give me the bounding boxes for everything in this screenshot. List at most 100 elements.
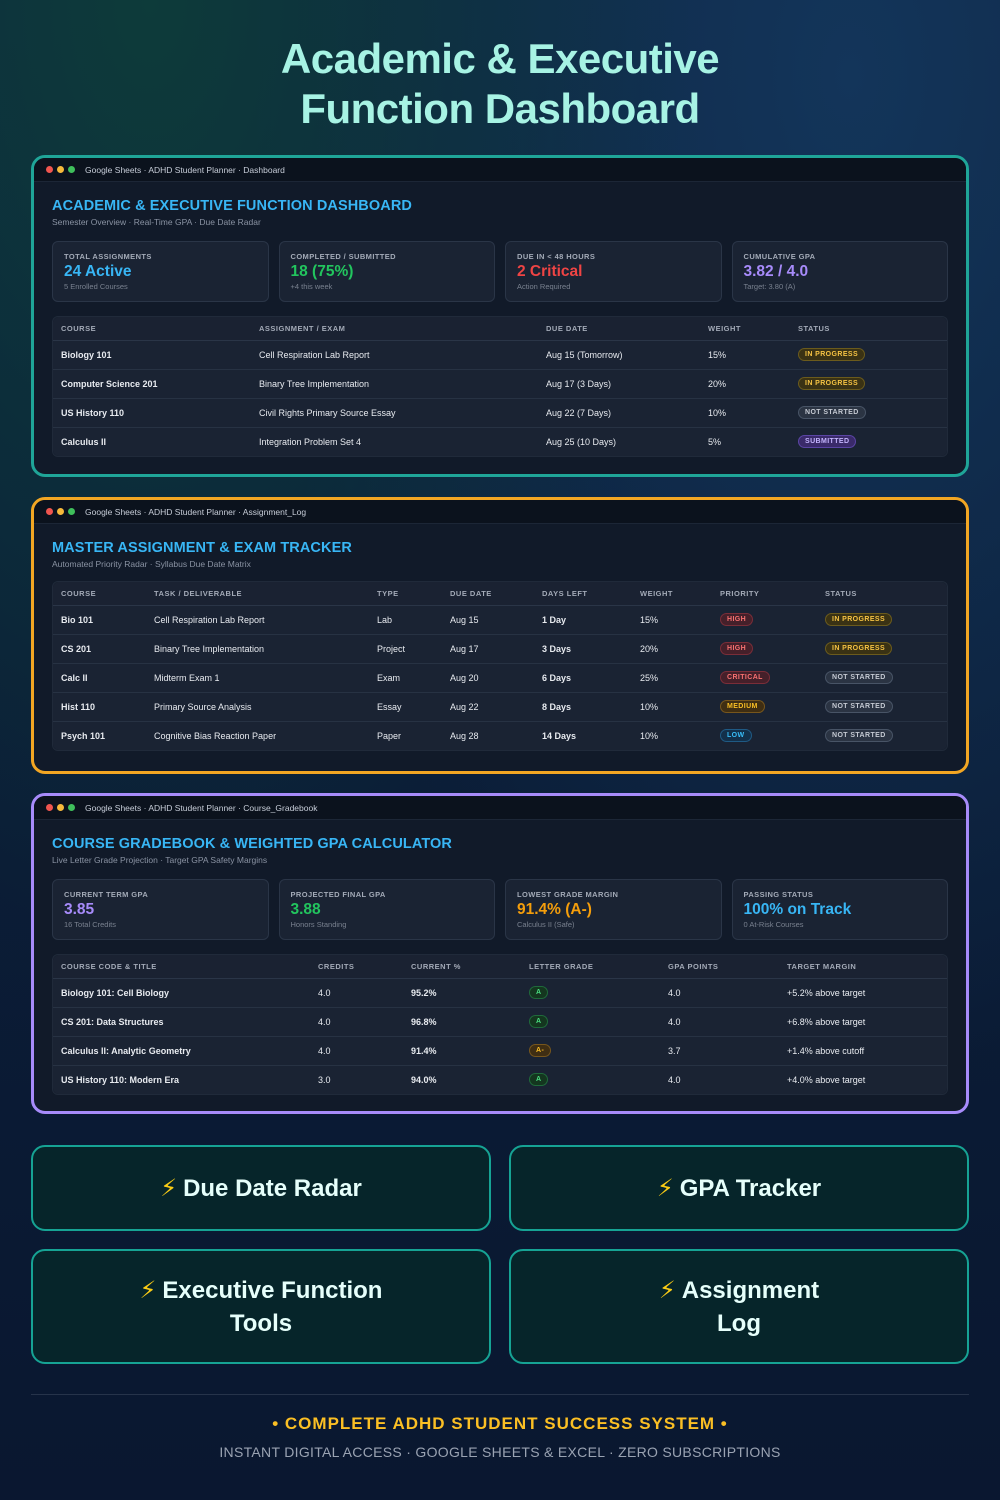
column-header[interactable]: GPA POINTS (660, 955, 779, 979)
kpi-card-passing-status[interactable]: PASSING STATUS 100% on Track 0 At-Risk C… (731, 879, 948, 940)
window-title: Google Sheets · ADHD Student Planner · C… (85, 802, 318, 813)
letter-grade-badge: A (529, 1073, 549, 1087)
maximize-dot-icon[interactable] (68, 804, 75, 811)
priority-badge: LOW (720, 729, 752, 743)
status-badge: IN PROGRESS (798, 377, 866, 390)
column-header[interactable]: DAYS LEFT (534, 582, 632, 606)
table-header-row: COURSE TASK / DELIVERABLE TYPE DUE DATE … (53, 582, 947, 606)
column-header[interactable]: CURRENT % (403, 955, 521, 979)
kpi-card-lowest-margin[interactable]: LOWEST GRADE MARGIN 91.4% (A-) Calculus … (505, 879, 722, 940)
column-header[interactable]: TARGET MARGIN (779, 955, 947, 979)
column-header[interactable]: PRIORITY (712, 582, 817, 606)
table-row[interactable]: US History 110 Civil Rights Primary Sour… (53, 398, 947, 428)
type-cell: Exam (369, 663, 442, 693)
course-cell: CS 201: Data Structures (53, 1007, 310, 1037)
page-title-line-1: Academic & Executive (280, 35, 720, 82)
status-cell: NOT STARTED (817, 692, 947, 722)
kpi-card-completed[interactable]: COMPLETED / SUBMITTED 18 (75%) +4 this w… (278, 241, 495, 302)
column-header[interactable]: COURSE CODE & TITLE (53, 955, 310, 979)
cta-label: Assignment (681, 1276, 820, 1304)
column-header[interactable]: ASSIGNMENT / EXAM (251, 317, 538, 341)
task-cell: Binary Tree Implementation (146, 634, 369, 664)
column-header[interactable]: DUE DATE (538, 317, 700, 341)
kpi-card-cumulative-gpa[interactable]: CUMULATIVE GPA 3.82 / 4.0 Target: 3.80 (… (731, 241, 948, 302)
table-row[interactable]: US History 110: Modern Era 3.0 94.0% A 4… (53, 1065, 947, 1094)
task-cell: Cell Respiration Lab Report (146, 605, 369, 635)
letter-grade-badge: A (529, 1015, 549, 1028)
assignment-cell: Cell Respiration Lab Report (251, 340, 538, 370)
column-header[interactable]: TYPE (369, 582, 442, 606)
gpa-tracker-button[interactable]: ⚡ GPA Tracker (509, 1145, 969, 1231)
lightning-icon: ⚡ (656, 1174, 674, 1202)
course-cell: US History 110: Modern Era (61, 1074, 180, 1085)
column-header[interactable]: DUE DATE (442, 582, 534, 606)
course-cell: Hist 110 (53, 692, 146, 722)
column-header[interactable]: STATUS (790, 317, 947, 341)
kpi-row: TOTAL ASSIGNMENTS 24 Active 5 Enrolled C… (52, 241, 948, 302)
course-cell: Calc II (53, 663, 146, 693)
table-row[interactable]: Calc II Midterm Exam 1 Exam Aug 20 6 Day… (53, 663, 947, 693)
kpi-value: 18 (75%) (290, 263, 354, 280)
gpa-points-cell: 4.0 (668, 1074, 681, 1085)
window-titlebar: Google Sheets · ADHD Student Planner · D… (34, 158, 966, 182)
column-header[interactable]: TASK / DELIVERABLE (146, 582, 369, 606)
due-date-cell: Aug 15 (Tomorrow) (538, 340, 700, 370)
maximize-dot-icon[interactable] (68, 508, 75, 515)
close-dot-icon[interactable] (46, 166, 53, 173)
status-badge: NOT STARTED (825, 671, 893, 684)
kpi-note: 5 Enrolled Courses (64, 282, 128, 291)
current-percent-cell: 91.4% (403, 1036, 521, 1066)
status-badge: IN PROGRESS (798, 348, 866, 361)
column-header[interactable]: COURSE (53, 317, 251, 341)
kpi-label: LOWEST GRADE MARGIN (517, 890, 619, 899)
window-title: Google Sheets · ADHD Student Planner · D… (85, 164, 285, 175)
close-dot-icon[interactable] (46, 508, 53, 515)
priority-cell: MEDIUM (712, 692, 817, 722)
due-date-cell: Aug 22 (442, 692, 534, 722)
table-row[interactable]: Psych 101 Cognitive Bias Reaction Paper … (53, 721, 947, 750)
kpi-note: 16 Total Credits (64, 920, 116, 929)
priority-cell: HIGH (712, 634, 817, 664)
course-cell: Computer Science 201 (53, 369, 251, 399)
kpi-card-due-48h[interactable]: DUE IN < 48 HOURS 2 Critical Action Requ… (505, 241, 722, 302)
table-row[interactable]: Bio 101 Cell Respiration Lab Report Lab … (53, 605, 947, 635)
table-row[interactable]: Computer Science 201 Binary Tree Impleme… (53, 369, 947, 399)
assignment-cell: Integration Problem Set 4 (259, 436, 362, 447)
minimize-dot-icon[interactable] (57, 508, 64, 515)
table-row[interactable]: Biology 101 Cell Respiration Lab Report … (53, 340, 947, 370)
maximize-dot-icon[interactable] (68, 166, 75, 173)
close-dot-icon[interactable] (46, 804, 53, 811)
kpi-value: 24 Active (64, 263, 132, 280)
days-left-cell: 8 Days (534, 692, 632, 722)
table-row[interactable]: CS 201: Data Structures 4.0 96.8% A 4.0 … (53, 1007, 947, 1037)
table-row[interactable]: Hist 110 Primary Source Analysis Essay A… (53, 692, 947, 722)
assignment-log-button[interactable]: ⚡ Assignment Log (509, 1249, 969, 1364)
kpi-card-projected-gpa[interactable]: PROJECTED FINAL GPA 3.88 Honors Standing (278, 879, 495, 940)
status-badge: NOT STARTED (825, 729, 893, 743)
weight-cell: 25% (632, 663, 712, 693)
kpi-note: Calculus II (Safe) (517, 920, 575, 929)
minimize-dot-icon[interactable] (57, 804, 64, 811)
target-margin-cell: +6.8% above target (779, 1007, 947, 1037)
kpi-note: Honors Standing (290, 920, 347, 929)
assignment-cell: Civil Rights Primary Source Essay (251, 398, 538, 428)
kpi-card-total-assignments[interactable]: TOTAL ASSIGNMENTS 24 Active 5 Enrolled C… (52, 241, 269, 302)
column-header[interactable]: COURSE (53, 582, 146, 606)
kpi-note: +4 this week (290, 282, 333, 291)
executive-function-tools-button[interactable]: ⚡ Executive Function Tools (31, 1249, 491, 1364)
column-header[interactable]: WEIGHT (632, 582, 712, 606)
type-cell: Lab (369, 605, 442, 635)
table-row[interactable]: CS 201 Binary Tree Implementation Projec… (53, 634, 947, 664)
table-row[interactable]: Calculus II: Analytic Geometry 4.0 91.4%… (53, 1036, 947, 1066)
table-row[interactable]: Calculus II Integration Problem Set 4 Au… (53, 427, 947, 456)
column-header[interactable]: STATUS (817, 582, 947, 606)
column-header[interactable]: CREDITS (310, 955, 403, 979)
due-date-radar-button[interactable]: ⚡ Due Date Radar (31, 1145, 491, 1231)
kpi-label: COMPLETED / SUBMITTED (290, 252, 396, 261)
column-header[interactable]: LETTER GRADE (521, 955, 660, 979)
table-row[interactable]: Biology 101: Cell Biology 4.0 95.2% A 4.… (53, 978, 947, 1008)
weight-cell: 20% (632, 634, 712, 664)
kpi-card-current-gpa[interactable]: CURRENT TERM GPA 3.85 16 Total Credits (52, 879, 269, 940)
column-header[interactable]: WEIGHT (700, 317, 790, 341)
minimize-dot-icon[interactable] (57, 166, 64, 173)
